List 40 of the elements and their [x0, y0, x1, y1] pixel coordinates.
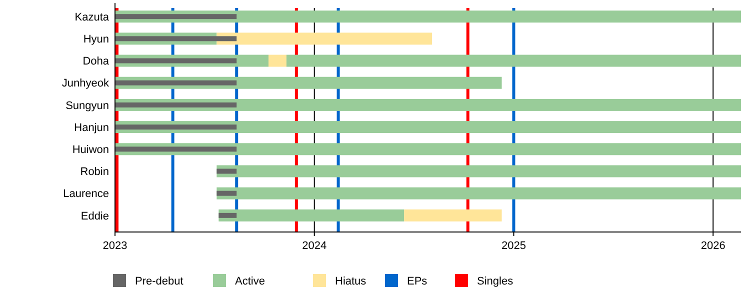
bar [218, 209, 404, 222]
bar [218, 212, 237, 218]
bar [216, 190, 237, 196]
bar [216, 32, 432, 45]
y-tick-label: Kazuta [74, 11, 110, 24]
y-tick-label: Junhyeok [62, 78, 110, 90]
bar [115, 124, 237, 130]
bar [286, 54, 741, 67]
bar [216, 187, 741, 200]
y-tick-label: Laurence [63, 188, 109, 200]
y-tick-label: Hyun [83, 34, 109, 46]
legend-label: Singles [477, 275, 514, 288]
x-tick-label: 2026 [700, 240, 726, 252]
legend-label: Hiatus [335, 275, 367, 288]
bar [115, 102, 237, 108]
bar [216, 168, 237, 174]
bar [115, 143, 741, 156]
legend-label: Active [235, 275, 265, 288]
y-tick-label: Robin [80, 166, 109, 178]
bar [115, 146, 237, 152]
bar [268, 54, 286, 67]
bar [115, 36, 237, 42]
bar [115, 98, 741, 111]
bar [115, 58, 237, 64]
bar [216, 165, 741, 178]
bar [115, 121, 741, 134]
y-tick-label: Hanjun [74, 122, 109, 134]
bar [404, 209, 502, 222]
bar [115, 10, 741, 23]
x-tick-label: 2023 [102, 240, 128, 252]
bar [115, 14, 237, 20]
y-tick-label: Eddie [80, 210, 109, 222]
legend-label: EPs [407, 275, 428, 288]
y-tick-label: Huiwon [72, 144, 109, 156]
x-tick-label: 2024 [302, 240, 327, 252]
y-tick-label: Doha [82, 56, 110, 68]
bar [115, 80, 237, 86]
x-tick-label: 2025 [501, 240, 526, 252]
legend-label: Pre-debut [135, 275, 184, 288]
y-tick-label: Sungyun [66, 100, 109, 112]
